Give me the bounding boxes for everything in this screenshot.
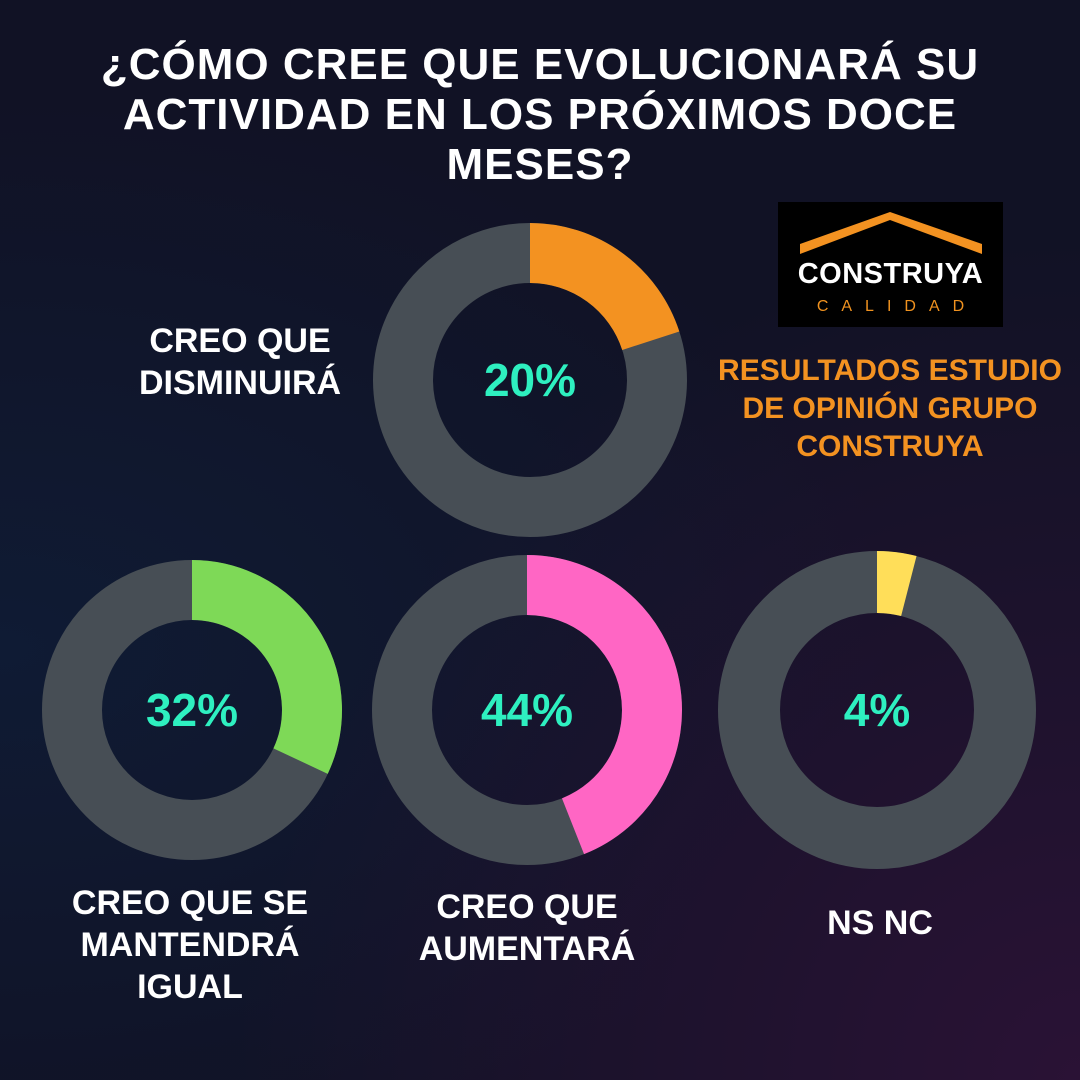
- donut-slice-ns-nc: [876, 551, 917, 617]
- survey-subtitle: RESULTADOS ESTUDIO DE OPINIÓN GRUPO CONS…: [718, 354, 1062, 463]
- label-ns-nc: NS NC: [827, 904, 933, 942]
- value-label-disminuira: 20%: [484, 354, 576, 406]
- page-title: ¿CÓMO CREE QUE EVOLUCIONARÁ SU ACTIVIDAD…: [100, 40, 980, 189]
- logo-name: CONSTRUYA: [797, 258, 984, 290]
- value-label-aumentara: 44%: [481, 684, 573, 736]
- label-aumentara: CREO QUE AUMENTARÁ: [418, 888, 636, 968]
- donut-slice-mantendra: [191, 560, 342, 774]
- label-disminuira: CREO QUE DISMINUIRÁ: [138, 322, 342, 402]
- value-label-mantendra: 32%: [146, 684, 238, 736]
- donut-slice-aumentara: [526, 555, 682, 855]
- construya-logo: CONSTRUYA CALIDAD: [778, 202, 1003, 327]
- logo-subtitle: CALIDAD: [816, 298, 978, 315]
- roof-icon: [800, 212, 982, 254]
- label-mantendra: CREO QUE SE MANTENDRÁ IGUAL: [71, 884, 309, 1006]
- donut-slice-disminuira: [529, 223, 680, 351]
- value-label-ns-nc: 4%: [844, 684, 910, 736]
